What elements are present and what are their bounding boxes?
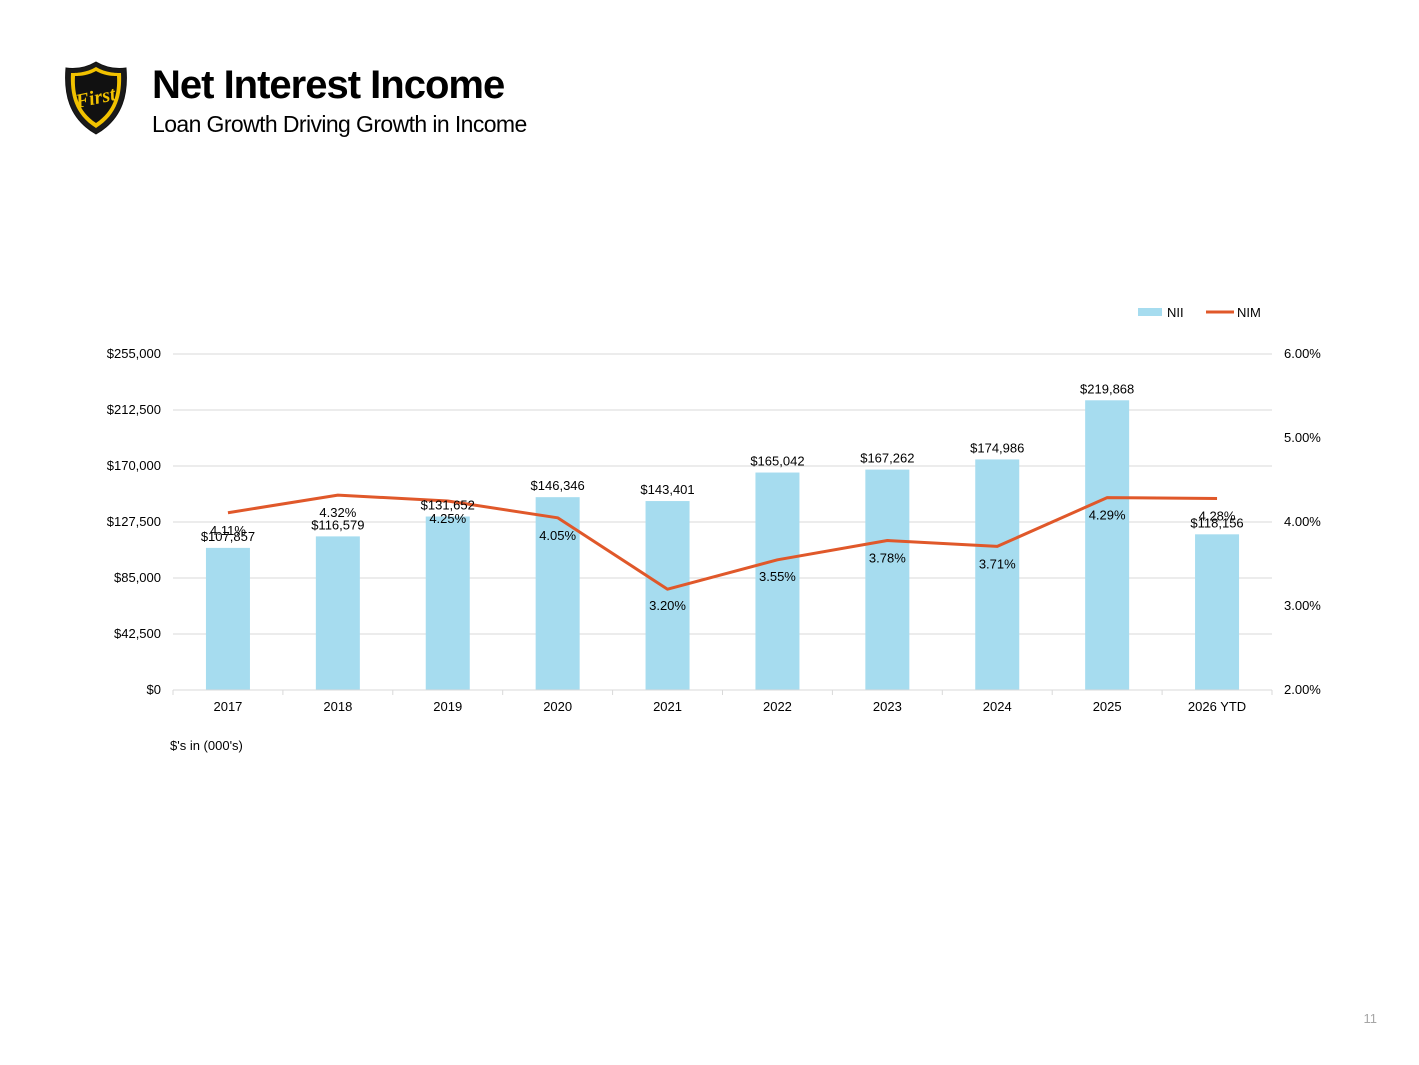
- nii-bar: [205, 547, 250, 690]
- x-tick-label: 2022: [763, 699, 792, 714]
- y-left-tick-label: $255,000: [107, 346, 161, 361]
- nii-bar: [425, 516, 470, 690]
- y-right-tick-label: 3.00%: [1284, 598, 1321, 613]
- nii-data-label: $165,042: [750, 454, 804, 469]
- y-left-tick-label: $170,000: [107, 458, 161, 473]
- nii-data-label: $167,262: [860, 451, 914, 466]
- page-number: 11: [1363, 1011, 1378, 1026]
- nim-data-label: 4.11%: [210, 523, 246, 538]
- nim-data-label: 3.78%: [869, 550, 906, 565]
- x-tick-label: 2025: [1093, 699, 1122, 714]
- page-title: Net Interest Income: [152, 63, 505, 107]
- x-tick-label: 2021: [653, 699, 682, 714]
- nim-data-label: 4.29%: [1089, 508, 1126, 523]
- nii-bars: [205, 400, 1240, 690]
- nii-data-label: $131,652: [421, 498, 475, 513]
- nii-bar: [535, 497, 580, 690]
- axes: $0 $42,500 $85,000 $127,500 $170,000 $212,500…: [107, 346, 1322, 714]
- nim-data-label: 4.32%: [319, 505, 356, 520]
- nii-data-label: $143,401: [640, 482, 694, 497]
- y-right-tick-label: 2.00%: [1284, 682, 1321, 697]
- y-left-tick-label: $42,500: [114, 626, 161, 641]
- nii-data-label: $107,857: [201, 529, 255, 544]
- y-left-tick-label: $127,500: [107, 514, 161, 529]
- legend-label-nim: NIM: [1237, 305, 1261, 320]
- nii-data-label: $118,156: [1190, 515, 1243, 530]
- nii-bar: [645, 501, 690, 690]
- nim-data-label: 4.25%: [429, 511, 466, 526]
- x-tick-label: 2018: [323, 699, 352, 714]
- nim-data-label: 3.71%: [979, 556, 1016, 571]
- nim-line: [227, 493, 1218, 591]
- x-tick-label: 2026 YTD: [1188, 699, 1246, 714]
- x-tick-label: 2017: [213, 699, 242, 714]
- nim-data-label: 3.20%: [649, 598, 686, 613]
- nii-bar: [975, 459, 1020, 690]
- nii-bar: [865, 469, 910, 690]
- nii-data-label: $219,868: [1080, 381, 1134, 396]
- y-left-tick-label: $212,500: [107, 402, 161, 417]
- x-tick-label: 2019: [433, 699, 462, 714]
- legend-swatch-nii: [1138, 308, 1162, 316]
- nim-data-label: 4.05%: [539, 528, 576, 543]
- legend-label-nii: NII: [1167, 305, 1184, 320]
- page-subtitle: Loan Growth Driving Growth in Income: [152, 111, 527, 137]
- nii-data-label: $116,579: [311, 517, 364, 532]
- y-right-tick-label: 5.00%: [1284, 430, 1321, 445]
- units-note: $'s in (000's): [170, 738, 243, 753]
- company-logo: First: [62, 60, 130, 136]
- nim-data-label: 4.28%: [1199, 508, 1236, 523]
- legend: NII NIM: [1138, 305, 1261, 320]
- nim-series-line: [227, 493, 1218, 591]
- y-right-tick-label: 6.00%: [1284, 346, 1321, 361]
- y-right-tick-label: 4.00%: [1284, 514, 1321, 529]
- x-tick-label: 2023: [873, 699, 902, 714]
- nii-bar: [1195, 534, 1240, 690]
- x-tick-label: 2020: [543, 699, 572, 714]
- nii-bar: [1085, 400, 1130, 690]
- nii-bar: [755, 472, 800, 690]
- x-tick-label: 2024: [983, 699, 1012, 714]
- nim-data-label: 3.55%: [759, 569, 796, 584]
- data-labels: $107,857 $116,579 $131,652 $146,346 $143,401…: [201, 381, 1244, 613]
- y-left-tick-label: $85,000: [114, 570, 161, 585]
- nii-bar: [315, 536, 360, 690]
- nii-data-label: $146,346: [531, 478, 585, 493]
- nii-data-label: $174,986: [970, 440, 1024, 455]
- y-left-tick-label: $0: [147, 682, 161, 697]
